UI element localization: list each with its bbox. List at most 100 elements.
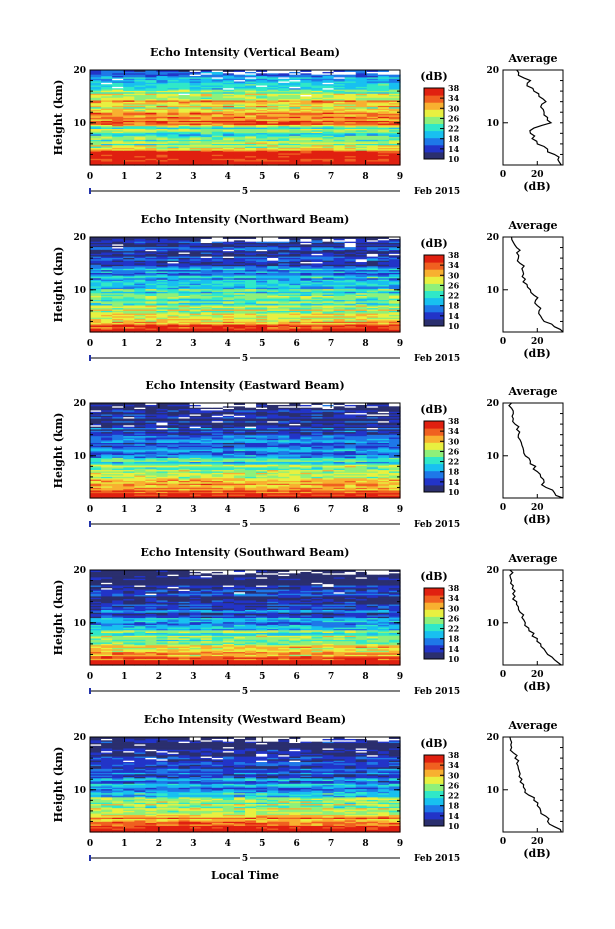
heatmap-cell bbox=[300, 103, 313, 106]
heatmap-cell bbox=[123, 313, 135, 315]
heatmap-cell bbox=[222, 291, 235, 294]
heatmap-cell bbox=[211, 144, 224, 147]
heatmap-cell bbox=[311, 461, 324, 464]
heatmap-cell bbox=[101, 256, 113, 258]
heatmap-cell bbox=[145, 121, 158, 124]
heatmap-cell bbox=[134, 262, 146, 265]
heatmap-cell bbox=[189, 254, 202, 257]
heatmap-cell bbox=[156, 299, 169, 302]
heatmap-cell bbox=[245, 113, 257, 116]
heatmap-cell bbox=[377, 279, 390, 282]
heatmap-cell bbox=[167, 95, 180, 98]
heatmap-cell bbox=[189, 307, 202, 310]
heatmap-cell bbox=[222, 136, 235, 139]
heatmap-cell bbox=[256, 256, 268, 258]
heatmap-cell bbox=[112, 461, 124, 464]
heatmap-cell bbox=[156, 487, 169, 490]
heatmap-cell bbox=[145, 479, 158, 481]
heatmap-cell bbox=[189, 84, 202, 87]
heatmap-cell bbox=[178, 275, 191, 277]
heatmap-cell bbox=[112, 127, 124, 129]
heatmap-cell bbox=[377, 268, 390, 271]
heatmap-cell bbox=[344, 95, 357, 98]
heatmap-cell bbox=[178, 314, 191, 317]
heatmap-cell bbox=[222, 260, 235, 263]
heatmap-cell bbox=[333, 128, 346, 131]
heatmap-cell bbox=[123, 491, 135, 494]
heatmap-cell bbox=[377, 284, 390, 287]
heatmap-cell bbox=[112, 466, 124, 469]
heatmap-cell bbox=[189, 306, 202, 309]
heatmap-cell bbox=[322, 133, 335, 136]
heatmap-cell bbox=[189, 257, 202, 260]
heatmap-cell bbox=[200, 147, 213, 150]
heatmap-cell bbox=[178, 114, 191, 117]
colorbar-tick-label: 26 bbox=[448, 113, 460, 123]
heatmap-cell bbox=[366, 480, 379, 483]
heatmap-cell bbox=[112, 133, 124, 136]
heatmap-cell bbox=[322, 283, 335, 286]
heatmap-cell bbox=[178, 129, 191, 132]
heatmap-cell bbox=[256, 150, 268, 153]
heatmap-cell bbox=[333, 70, 346, 72]
heatmap-cell bbox=[366, 239, 379, 242]
heatmap-cell bbox=[355, 329, 368, 332]
heatmap-cell bbox=[278, 261, 290, 264]
heatmap-cell bbox=[300, 249, 313, 252]
heatmap-cell bbox=[289, 120, 301, 123]
heatmap-cell bbox=[355, 98, 368, 101]
heatmap-cell bbox=[344, 462, 357, 465]
heatmap-cell bbox=[211, 254, 224, 257]
heatmap-cell bbox=[388, 159, 401, 162]
heatmap-cell bbox=[311, 151, 324, 154]
heatmap-cell bbox=[101, 311, 113, 314]
heatmap-cell bbox=[112, 469, 124, 472]
heatmap-cell bbox=[145, 101, 158, 104]
heatmap-cell bbox=[300, 310, 313, 313]
heatmap-cell bbox=[267, 285, 279, 288]
heatmap-cell bbox=[245, 464, 257, 467]
heatmap-cell bbox=[123, 72, 135, 75]
heatmap-cell bbox=[377, 261, 390, 264]
heatmap-cell bbox=[101, 270, 113, 273]
heatmap-cell bbox=[256, 114, 268, 117]
heatmap-cell bbox=[333, 254, 346, 257]
heatmap-cell bbox=[344, 90, 357, 93]
heatmap-cell bbox=[377, 131, 390, 134]
heatmap-cell bbox=[178, 70, 191, 72]
heatmap-cell bbox=[189, 237, 202, 239]
heatmap-cell bbox=[322, 327, 335, 330]
heatmap-cell bbox=[167, 283, 180, 286]
heatmap-cell bbox=[222, 254, 235, 257]
heatmap-cell bbox=[300, 89, 313, 91]
heatmap-cell bbox=[278, 83, 290, 86]
heatmap-cell bbox=[189, 495, 202, 498]
heatmap-cell bbox=[245, 136, 257, 139]
heatmap-cell bbox=[189, 74, 202, 77]
heatmap-cell bbox=[333, 237, 346, 239]
heatmap-cell bbox=[134, 101, 146, 104]
heatmap-cell bbox=[289, 151, 301, 154]
heatmap-cell bbox=[333, 109, 346, 112]
heatmap-cell bbox=[189, 296, 202, 299]
heatmap-cell bbox=[167, 89, 180, 91]
heatmap-cell bbox=[388, 258, 401, 261]
heatmap-cell bbox=[167, 140, 180, 143]
heatmap-cell bbox=[256, 118, 268, 121]
heatmap-cell bbox=[90, 295, 102, 298]
heatmap-cell bbox=[101, 155, 113, 158]
heatmap-cell bbox=[344, 458, 357, 461]
heatmap-cell bbox=[222, 477, 235, 480]
heatmap-cell bbox=[167, 253, 180, 256]
heatmap-cell bbox=[211, 323, 224, 326]
heatmap-cell bbox=[101, 323, 113, 326]
heatmap-cell bbox=[333, 323, 346, 326]
heatmap-cell bbox=[167, 125, 180, 128]
heatmap-cell bbox=[90, 101, 102, 104]
heatmap-cell bbox=[377, 295, 390, 298]
heatmap-cell bbox=[101, 327, 113, 330]
heatmap-cell bbox=[90, 300, 102, 303]
heatmap-cell bbox=[366, 321, 379, 324]
heatmap-cell bbox=[344, 268, 357, 271]
heatmap-cell bbox=[377, 470, 390, 473]
